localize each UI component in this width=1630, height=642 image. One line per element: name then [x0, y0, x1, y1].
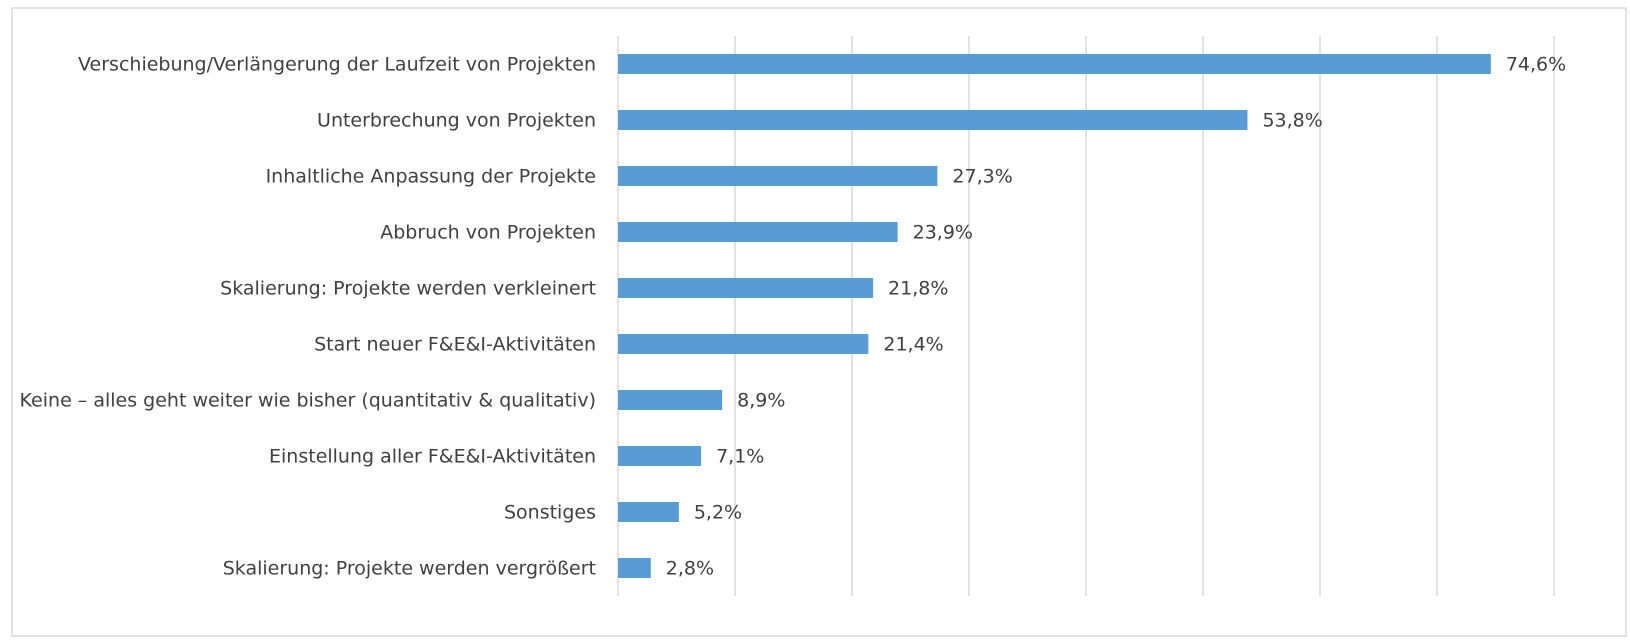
bar [618, 278, 874, 298]
bar [618, 222, 898, 242]
value-label: 5,2% [694, 502, 742, 524]
y-tick-label: Start neuer F&E&I-Aktivitäten [314, 334, 596, 356]
y-tick-label: Keine – alles geht weiter wie bisher (qu… [20, 390, 596, 412]
value-label: 8,9% [737, 390, 785, 412]
value-label: 53,8% [1262, 110, 1322, 132]
bar [618, 110, 1248, 130]
bar [618, 390, 723, 410]
value-label: 2,8% [666, 558, 714, 580]
bar [618, 502, 679, 522]
bar [618, 166, 938, 186]
y-tick-label: Einstellung aller F&E&I-Aktivitäten [269, 446, 596, 468]
y-tick-label: Sonstiges [504, 502, 596, 524]
value-label: 23,9% [913, 222, 973, 244]
y-tick-label: Skalierung: Projekte werden vergrößert [223, 558, 596, 580]
value-label: 74,6% [1506, 54, 1566, 76]
y-tick-label: Unterbrechung von Projekten [317, 110, 596, 132]
y-tick-label: Skalierung: Projekte werden verkleinert [220, 278, 596, 300]
value-label: 21,8% [888, 278, 948, 300]
y-tick-label: Abbruch von Projekten [380, 222, 596, 244]
value-label: 7,1% [716, 446, 764, 468]
bar [618, 54, 1491, 74]
y-tick-label: Inhaltliche Anpassung der Projekte [266, 166, 596, 188]
value-label: 27,3% [952, 166, 1012, 188]
y-tick-label: Verschiebung/Verlängerung der Laufzeit v… [78, 54, 596, 76]
bar [618, 446, 702, 466]
value-label: 21,4% [883, 334, 943, 356]
chart-border [11, 7, 1627, 637]
bar [618, 334, 869, 354]
bar [618, 558, 651, 578]
